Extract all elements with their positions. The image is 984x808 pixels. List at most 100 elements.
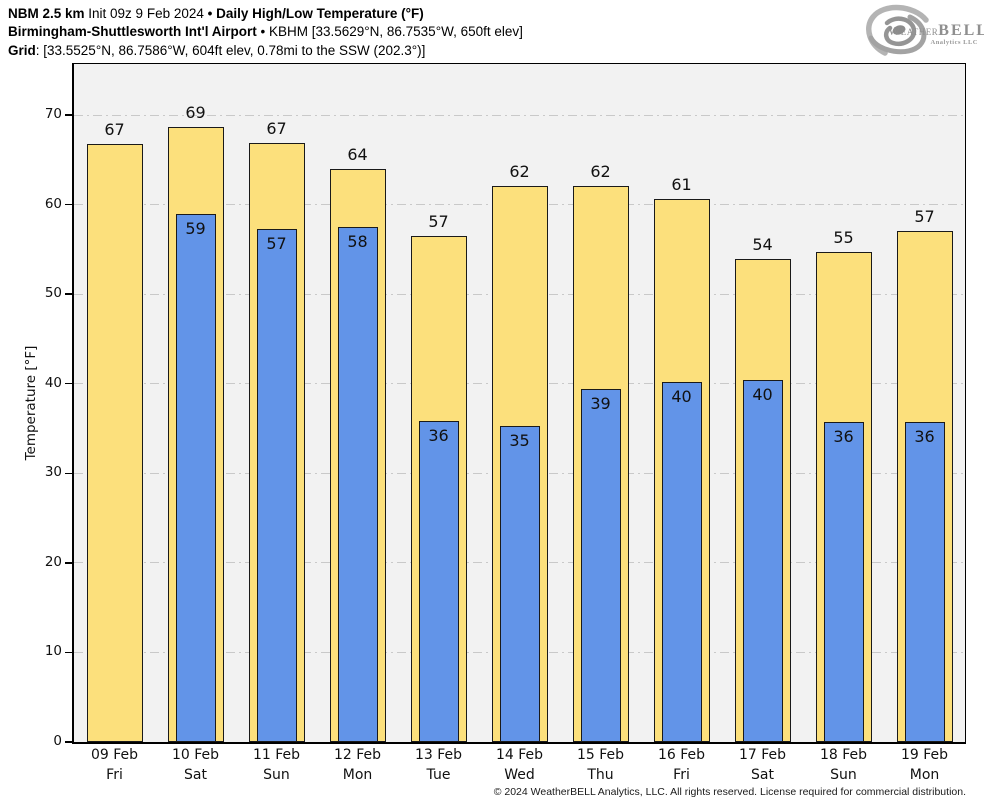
low-bar [175, 214, 216, 742]
low-value-label: 57 [266, 233, 287, 253]
grid-label: Grid [8, 42, 36, 58]
chart-header: NBM 2.5 km Init 09z 9 Feb 2024 • Daily H… [8, 5, 523, 60]
y-tick-30 [65, 472, 72, 475]
model-name: NBM 2.5 km [8, 6, 85, 21]
plot-area: 67 69 59 67 57 64 58 57 36 62 35 62 39 61 40 54 40 55 36 57… [72, 63, 966, 744]
x-tick-day: Thu [587, 766, 614, 783]
low-bar [661, 381, 702, 742]
x-tick-day: Mon [342, 766, 373, 783]
logo-wordmark: WeatherBELL [888, 22, 984, 40]
x-tick-label: 18 Feb Sun [798, 746, 890, 785]
y-tick-label: 0 [53, 733, 62, 749]
low-value-label: 36 [833, 427, 854, 447]
high-value-label: 62 [590, 161, 611, 181]
x-tick-label: 17 Feb Sat [717, 746, 809, 785]
high-value-label: 67 [104, 119, 125, 139]
low-bar [418, 421, 459, 742]
high-value-label: 62 [509, 161, 530, 181]
low-value-label: 35 [509, 430, 530, 450]
low-value-label: 39 [590, 394, 611, 414]
x-tick-date: 13 Feb [414, 747, 463, 763]
low-bar [580, 389, 621, 742]
x-tick-date: 16 Feb [657, 747, 706, 763]
y-tick-label: 40 [44, 374, 62, 391]
y-tick-70 [65, 114, 72, 116]
high-value-label: 55 [833, 228, 854, 248]
logo-tagline: Analytics LLC [930, 39, 978, 46]
init-time: Init 09z 9 Feb 2024 [84, 6, 208, 21]
page-title: Daily High/Low Temperature (°F) [212, 6, 424, 21]
y-tick-20 [65, 562, 72, 564]
x-tick-day: Wed [504, 766, 535, 783]
x-tick-day: Mon [909, 766, 940, 783]
low-bar [499, 425, 540, 742]
x-tick-date: 18 Feb [819, 747, 868, 763]
x-tick-label: 12 Feb Mon [312, 746, 404, 785]
x-tick-date: 11 Feb [252, 747, 301, 763]
low-value-label: 36 [914, 427, 935, 447]
y-tick-10 [65, 651, 72, 654]
low-value-label: 40 [752, 385, 773, 405]
header-line-2: Birmingham-Shuttlesworth Int'l Airport •… [8, 23, 523, 41]
station-info: KBHM [33.5629°N, 86.7535°W, 650ft elev] [268, 24, 523, 40]
high-value-label: 57 [428, 211, 449, 231]
x-tick-date: 09 Feb [90, 747, 139, 763]
high-value-label: 67 [266, 118, 287, 138]
x-tick-date: 15 Feb [576, 747, 625, 763]
low-bar [904, 422, 945, 742]
x-tick-label: 11 Feb Sun [231, 746, 323, 785]
x-tick-date: 14 Feb [495, 747, 544, 763]
low-value-label: 58 [347, 232, 368, 252]
y-tick-label: 20 [44, 553, 62, 570]
x-tick-label: 13 Feb Tue [393, 746, 485, 785]
x-tick-day: Sun [263, 766, 290, 783]
x-tick-label: 15 Feb Thu [555, 746, 647, 785]
x-tick-day: Tue [426, 766, 451, 783]
high-value-label: 57 [914, 206, 935, 226]
gridline-70 [74, 114, 965, 116]
y-tick-0 [65, 741, 72, 743]
low-bar [337, 227, 378, 742]
high-value-label: 64 [347, 144, 368, 164]
grid-info: : [33.5525°N, 86.7586°W, 604ft elev, 0.7… [35, 42, 426, 58]
x-tick-day: Sat [751, 766, 774, 783]
weatherbell-logo: WeatherBELL Analytics LLC [862, 2, 984, 60]
header-line-1: NBM 2.5 km Init 09z 9 Feb 2024 • Daily H… [8, 5, 523, 23]
low-value-label: 36 [428, 426, 449, 446]
copyright-notice: © 2024 WeatherBELL Analytics, LLC. All r… [493, 786, 966, 798]
y-axis-title: Temperature [°F] [23, 345, 39, 461]
x-tick-date: 10 Feb [171, 747, 220, 763]
high-value-label: 69 [185, 102, 206, 122]
low-bar [742, 380, 783, 742]
high-bar [86, 143, 143, 742]
logo-weather-text: Weather [888, 23, 939, 38]
x-tick-date: 17 Feb [738, 747, 787, 763]
x-tick-day: Fri [673, 766, 690, 783]
bullet-separator: • [207, 6, 213, 21]
hurricane-swirl-icon [866, 4, 929, 56]
y-tick-label: 70 [44, 106, 62, 123]
low-value-label: 59 [185, 219, 206, 239]
y-tick-label: 30 [44, 464, 62, 481]
low-bar [256, 228, 297, 742]
y-tick-60 [65, 203, 72, 206]
bullet-separator: • [256, 24, 269, 40]
y-tick-40 [65, 382, 72, 385]
x-tick-label: 14 Feb Wed [474, 746, 566, 785]
logo-bell-text: BELL [938, 22, 984, 39]
x-tick-label: 16 Feb Fri [636, 746, 728, 785]
station-name: Birmingham-Shuttlesworth Int'l Airport [8, 24, 257, 40]
x-tick-label: 09 Feb Fri [69, 746, 161, 785]
x-tick-label: 19 Feb Mon [879, 746, 971, 785]
x-tick-date: 12 Feb [333, 747, 382, 763]
high-value-label: 61 [671, 175, 692, 195]
x-tick-day: Sat [184, 766, 207, 783]
y-tick-50 [65, 293, 72, 295]
y-tick-label: 60 [44, 195, 62, 212]
y-tick-label: 10 [44, 643, 62, 660]
low-value-label: 40 [671, 386, 692, 406]
x-tick-label: 10 Feb Sat [150, 746, 242, 785]
y-tick-label: 50 [44, 285, 62, 302]
low-bar [823, 422, 864, 742]
